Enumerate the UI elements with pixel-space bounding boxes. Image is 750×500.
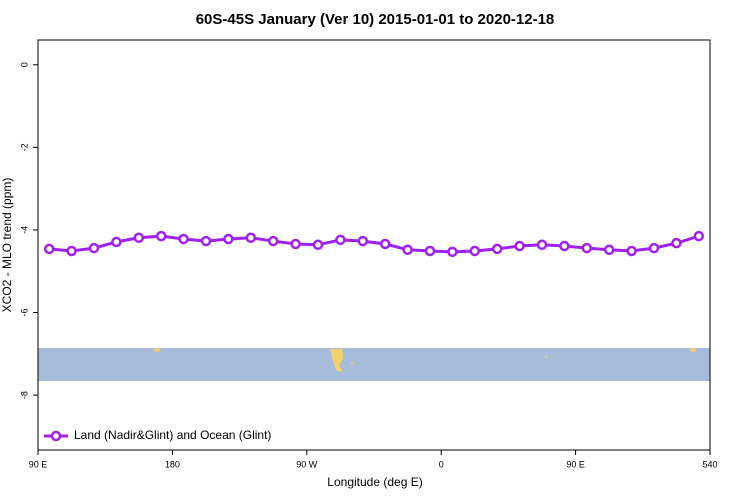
x-tick-label: 540: [702, 459, 717, 469]
data-point: [200, 235, 212, 247]
chart-title: 60S-45S January (Ver 10) 2015-01-01 to 2…: [196, 11, 555, 28]
land-patch: [690, 348, 696, 352]
data-point: [491, 243, 503, 255]
data-point: [514, 240, 525, 252]
data-point: [424, 245, 436, 257]
data-point: [155, 230, 167, 242]
data-point: [133, 232, 145, 244]
legend-label: Land (Nadir&Glint) and Ocean (Glint): [74, 428, 271, 442]
data-point: [267, 235, 279, 247]
y-tick-label: 0: [19, 62, 29, 67]
data-point: [447, 246, 458, 258]
data-point: [357, 235, 369, 247]
data-point: [469, 245, 481, 257]
y-tick-label: -8: [19, 391, 29, 399]
data-point: [312, 239, 324, 251]
data-point: [603, 244, 615, 255]
x-tick-label: 90 E: [29, 459, 48, 469]
data-point: [43, 243, 55, 255]
y-axis-label: XCO2 - MLO trend (ppm): [0, 178, 14, 313]
y-tick-label: -6: [19, 308, 29, 316]
data-point: [178, 233, 189, 245]
data-point: [648, 242, 660, 254]
x-tick-label: 90 E: [566, 459, 585, 469]
y-tick-label: -2: [19, 143, 29, 151]
data-point: [245, 232, 257, 244]
data-point: [559, 240, 570, 252]
land-patch: [545, 356, 547, 358]
x-tick-label: 180: [165, 459, 180, 469]
plot-frame: [37, 39, 711, 451]
legend-marker: [50, 430, 62, 442]
ocean-band: [38, 348, 710, 381]
land-patch: [330, 349, 343, 372]
data-point: [379, 238, 391, 250]
data-point: [536, 239, 548, 251]
data-point: [626, 245, 637, 257]
data-point: [111, 236, 122, 248]
data-point: [66, 245, 77, 257]
map-strip: [38, 348, 710, 381]
x-tick-label: 90 W: [296, 459, 318, 469]
data-point: [693, 230, 705, 242]
data-point: [223, 233, 234, 245]
series-line: [49, 234, 700, 254]
land-patch: [154, 348, 160, 352]
data-point: [671, 237, 682, 249]
x-axis-label: Longitude (deg E): [327, 475, 422, 489]
x-tick-label: 0: [439, 459, 444, 469]
data-point: [335, 234, 346, 246]
y-tick-label: -4: [19, 226, 29, 234]
data-point: [581, 242, 593, 254]
data-point: [290, 238, 301, 250]
data-point: [88, 242, 100, 254]
land-patch: [351, 362, 353, 364]
data-point: [402, 244, 413, 255]
